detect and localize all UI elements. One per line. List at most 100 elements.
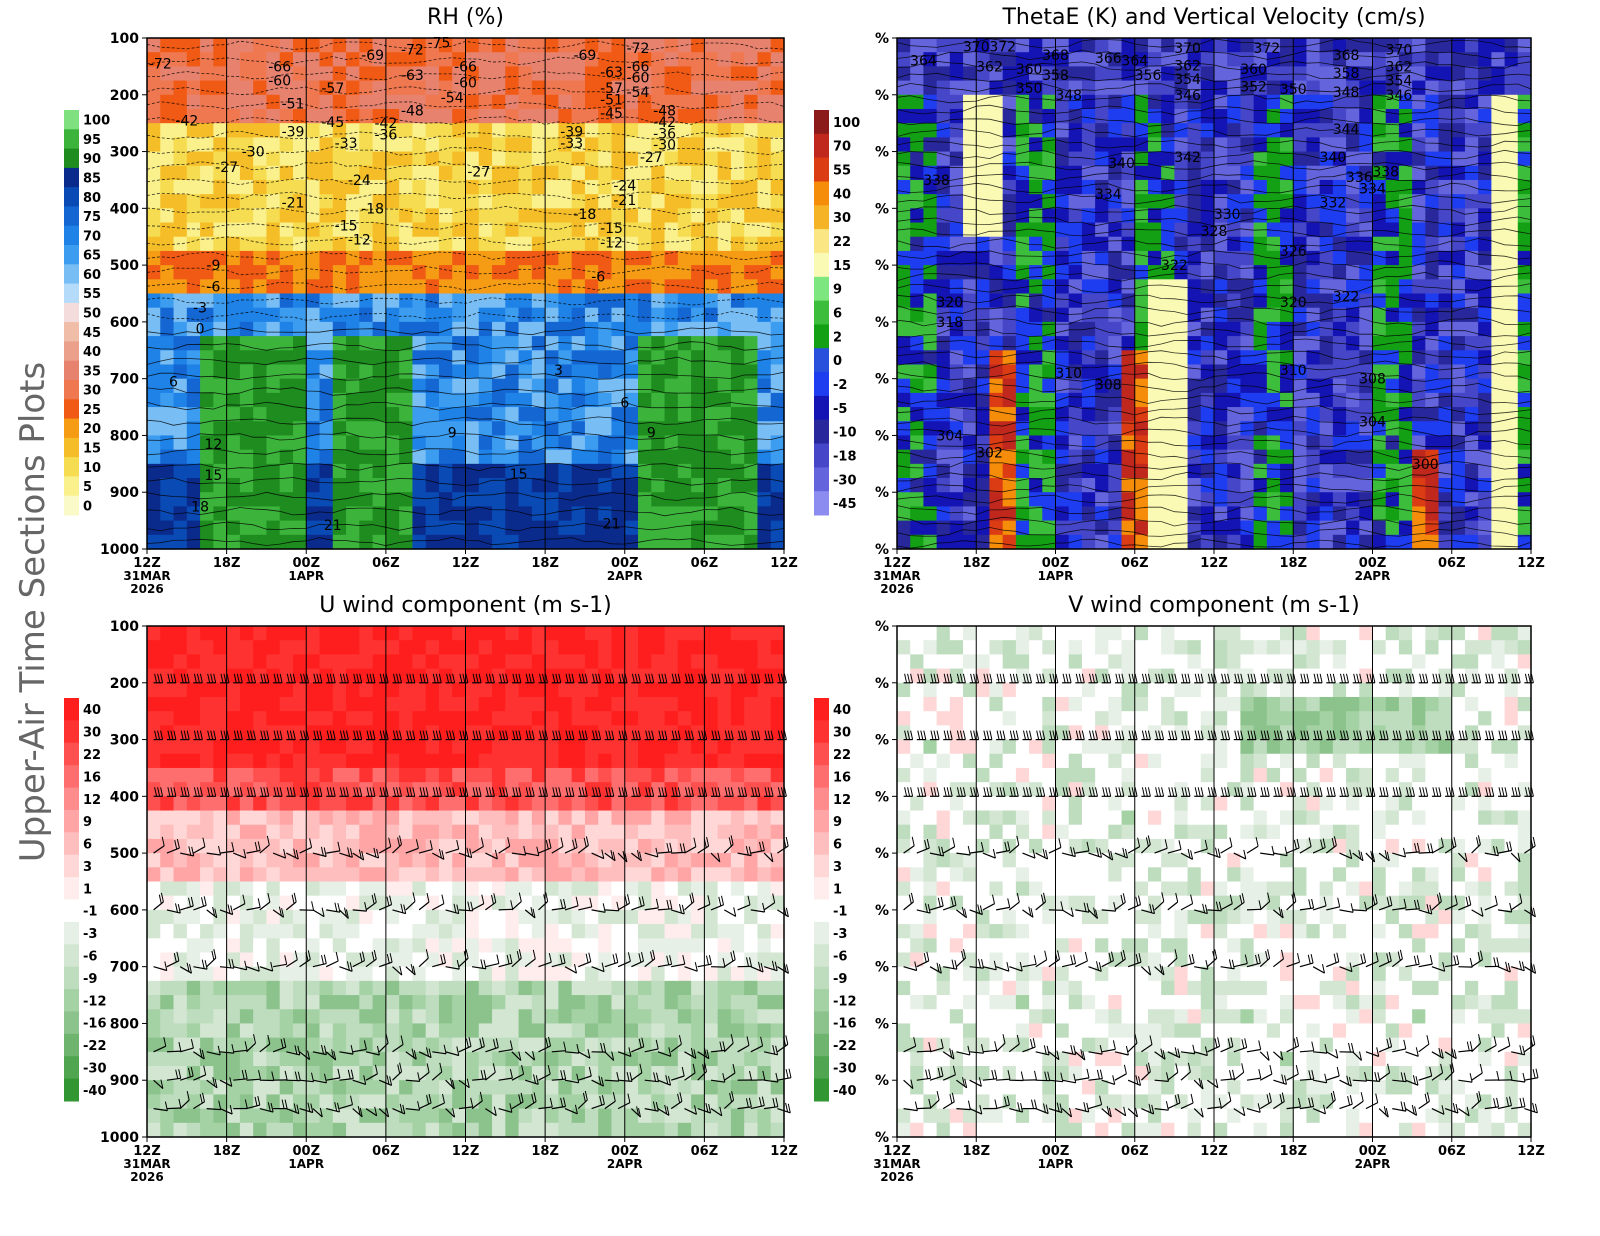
heatmap-cell — [1372, 66, 1387, 82]
heatmap-cell — [160, 194, 175, 209]
heatmap-cell — [385, 492, 400, 508]
heatmap-cell — [1306, 336, 1321, 351]
heatmap-cell — [1002, 492, 1017, 508]
heatmap-cell — [1002, 38, 1017, 53]
heatmap-cell — [1029, 407, 1043, 422]
heatmap-cell — [465, 378, 480, 394]
heatmap-cell — [292, 179, 307, 195]
heatmap-cell — [1174, 80, 1189, 96]
colorbar-swatch — [814, 419, 829, 444]
heatmap-cell — [186, 534, 201, 550]
heatmap-cell — [558, 853, 573, 868]
heatmap-cell — [372, 711, 387, 726]
contour-label: -42 — [374, 116, 397, 132]
heatmap-cell — [976, 108, 991, 124]
heatmap-cell — [1359, 38, 1374, 53]
heatmap-cell — [438, 924, 453, 939]
heatmap-cell — [505, 194, 520, 209]
heatmap-cell — [292, 966, 307, 982]
heatmap-cell — [744, 94, 759, 110]
heatmap-cell — [438, 824, 453, 840]
heatmap-cell — [173, 492, 188, 508]
heatmap-cell — [1187, 435, 1202, 451]
contour-label: 318 — [936, 315, 963, 331]
heatmap-cell — [1147, 108, 1162, 124]
heatmap-cell — [1306, 265, 1321, 280]
heatmap-cell — [624, 123, 639, 138]
heatmap-cell — [1214, 250, 1228, 266]
heatmap-cell — [160, 1094, 175, 1110]
heatmap-cell — [558, 123, 573, 138]
heatmap-cell — [638, 321, 652, 337]
heatmap-cell — [1095, 279, 1109, 295]
heatmap-cell — [1015, 307, 1030, 323]
heatmap-cell — [438, 293, 453, 309]
heatmap-cell — [147, 867, 161, 883]
heatmap-cell — [1412, 165, 1426, 181]
heatmap-cell — [438, 867, 453, 883]
heatmap-cell — [186, 307, 201, 323]
heatmap-cell — [346, 506, 360, 522]
heatmap-cell — [239, 796, 254, 812]
heatmap-cell — [677, 265, 692, 280]
colorbar-swatch — [814, 205, 829, 230]
heatmap-cell — [1478, 250, 1492, 266]
contour-label: 304 — [936, 428, 963, 444]
heatmap-cell — [332, 38, 347, 53]
heatmap-cell — [226, 924, 241, 939]
heatmap-cell — [186, 222, 201, 238]
heatmap-cell — [385, 123, 400, 138]
y-tick-label: 200 — [110, 88, 139, 104]
heatmap-cell — [319, 767, 334, 783]
heatmap-cell — [1306, 123, 1321, 138]
heatmap-cell — [598, 165, 613, 181]
heatmap-cell — [1266, 463, 1281, 479]
heatmap-cell — [1055, 66, 1070, 82]
heatmap-cell — [1068, 520, 1083, 536]
heatmap-cell — [173, 867, 188, 883]
heatmap-cell — [346, 881, 360, 897]
heatmap-cell — [1425, 478, 1440, 493]
heatmap-cell — [949, 250, 964, 266]
heatmap-cell — [292, 626, 307, 641]
heatmap-cell — [1068, 194, 1083, 209]
heatmap-cell — [518, 881, 533, 897]
heatmap-cell — [624, 364, 639, 380]
heatmap-cell — [691, 165, 705, 181]
heatmap-cell — [571, 165, 586, 181]
heatmap-cell — [1214, 293, 1228, 309]
heatmap-cell — [1478, 52, 1492, 67]
heatmap-cell — [1002, 307, 1017, 323]
heatmap-cell — [1253, 534, 1268, 550]
heatmap-cell — [976, 506, 991, 522]
heatmap-cell — [412, 236, 427, 252]
heatmap-cell — [332, 796, 347, 812]
heatmap-cell — [518, 767, 533, 783]
heatmap-cell — [1029, 94, 1043, 110]
heatmap-cell — [1412, 307, 1426, 323]
heatmap-cell — [239, 739, 254, 755]
heatmap-cell — [730, 378, 745, 394]
heatmap-cell — [1161, 520, 1175, 536]
heatmap-cell — [306, 1122, 321, 1138]
heatmap-cell — [664, 392, 679, 408]
heatmap-cell — [923, 407, 938, 422]
heatmap-cell — [1385, 392, 1400, 408]
contour-label: -48 — [401, 104, 424, 120]
heatmap-cell — [1451, 279, 1466, 295]
heatmap-cell — [1517, 52, 1532, 67]
heatmap-cell — [253, 108, 268, 124]
heatmap-cell — [385, 711, 400, 726]
heatmap-cell — [1398, 463, 1413, 479]
heatmap-cell — [1081, 307, 1096, 323]
heatmap-cell — [584, 449, 599, 465]
panel-uwind: U wind component (m s-1)1002003004005006… — [64, 593, 798, 1184]
heatmap-cell — [306, 838, 321, 854]
heatmap-cell — [1068, 94, 1083, 110]
heatmap-cell — [558, 165, 573, 181]
heatmap-cell — [1068, 52, 1083, 67]
heatmap-cell — [465, 108, 480, 124]
heatmap-cell — [226, 478, 241, 493]
heatmap-cell — [910, 534, 925, 550]
